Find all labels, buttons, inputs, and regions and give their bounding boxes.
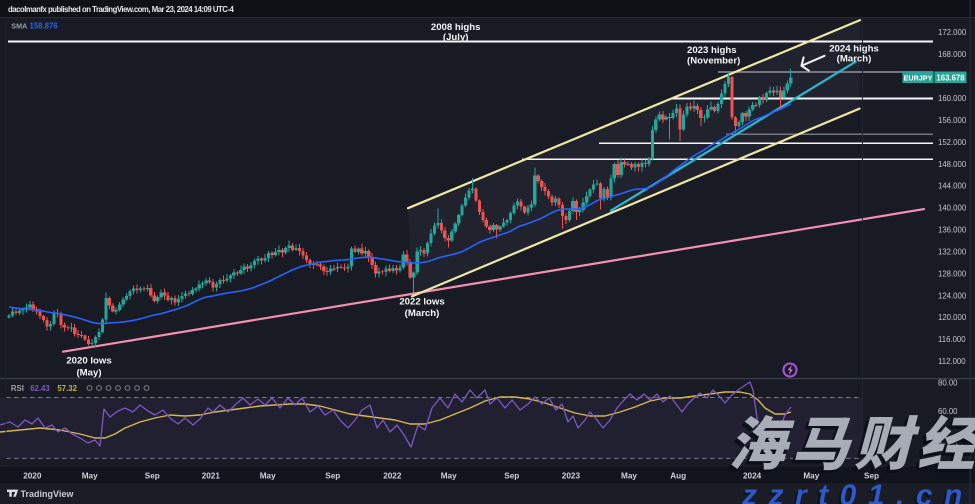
- svg-text:2020: 2020: [23, 471, 42, 480]
- svg-text:RSI: RSI: [11, 384, 24, 393]
- svg-text:2023 highs: 2023 highs: [687, 45, 737, 56]
- svg-text:(March): (March): [837, 54, 872, 65]
- svg-text:2023: 2023: [562, 471, 581, 480]
- svg-text:Sep: Sep: [504, 471, 519, 480]
- svg-text:156.000: 156.000: [938, 116, 967, 125]
- svg-text:80.00: 80.00: [938, 378, 958, 387]
- svg-text:Sep: Sep: [325, 471, 340, 480]
- svg-text:Sep: Sep: [145, 471, 160, 480]
- svg-text:168.000: 168.000: [938, 50, 967, 59]
- svg-text:120.000: 120.000: [938, 313, 967, 322]
- svg-text:Sep: Sep: [864, 471, 879, 480]
- svg-text:116.000: 116.000: [938, 335, 966, 344]
- svg-text:TradingView: TradingView: [21, 489, 75, 499]
- svg-text:2024: 2024: [743, 471, 762, 480]
- svg-text:62.43: 62.43: [30, 384, 50, 393]
- svg-text:112.000: 112.000: [938, 357, 966, 366]
- svg-text:2021: 2021: [202, 471, 221, 480]
- svg-text:2022: 2022: [383, 471, 402, 480]
- svg-text:136.000: 136.000: [938, 226, 967, 235]
- svg-text:132.000: 132.000: [938, 247, 967, 256]
- svg-text:152.000: 152.000: [938, 138, 967, 147]
- svg-text:May: May: [441, 471, 457, 480]
- svg-text:57.32: 57.32: [57, 384, 77, 393]
- svg-text:144.000: 144.000: [938, 182, 967, 191]
- svg-text:160.000: 160.000: [938, 94, 967, 103]
- svg-text:zzrt01.cn: zzrt01.cn: [739, 482, 972, 504]
- svg-text:2022 lows: 2022 lows: [399, 297, 444, 308]
- svg-text:124.000: 124.000: [938, 291, 967, 300]
- svg-text:163.678: 163.678: [936, 74, 965, 83]
- svg-text:zzrt01.cn: zzrt01.cn: [741, 479, 974, 504]
- svg-text:(May): (May): [76, 368, 101, 379]
- svg-text:(November): (November): [687, 56, 740, 67]
- svg-text:EURJPY: EURJPY: [904, 73, 933, 82]
- svg-text:May: May: [621, 471, 637, 480]
- svg-text:SMA: SMA: [11, 21, 27, 30]
- svg-text:172.000: 172.000: [938, 28, 967, 37]
- svg-text:Aug: Aug: [670, 471, 686, 480]
- svg-text:2020 lows: 2020 lows: [66, 356, 111, 367]
- svg-text:2008 highs: 2008 highs: [431, 22, 481, 33]
- svg-text:(July): (July): [443, 32, 469, 43]
- svg-text:May: May: [260, 471, 276, 480]
- svg-text:60.00: 60.00: [938, 407, 958, 416]
- svg-text:(March): (March): [405, 308, 440, 319]
- svg-text:128.000: 128.000: [938, 269, 967, 278]
- svg-text:May: May: [82, 471, 98, 480]
- svg-text:May: May: [803, 471, 819, 480]
- svg-text:140.000: 140.000: [938, 204, 967, 213]
- svg-text:dacolmanfx published on Tradin: dacolmanfx published on TradingView.com,…: [8, 5, 234, 14]
- svg-text:158.876: 158.876: [30, 21, 59, 30]
- svg-text:148.000: 148.000: [938, 160, 967, 169]
- svg-text:2024 highs: 2024 highs: [829, 44, 879, 55]
